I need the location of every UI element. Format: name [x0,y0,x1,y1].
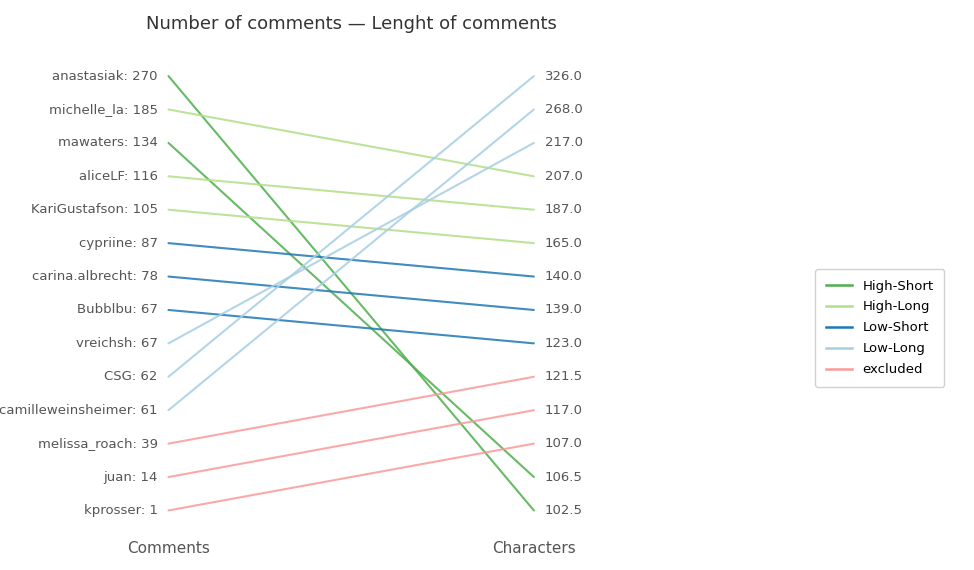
Text: 326.0: 326.0 [544,70,582,83]
Text: Characters: Characters [492,541,576,556]
Text: 165.0: 165.0 [544,237,582,250]
Text: 117.0: 117.0 [544,404,582,417]
Text: 139.0: 139.0 [544,303,582,316]
Text: juan: 14: juan: 14 [103,470,158,483]
Text: michelle_la: 185: michelle_la: 185 [49,103,158,116]
Text: Comments: Comments [127,541,210,556]
Text: aliceLF: 116: aliceLF: 116 [79,170,158,183]
Text: 102.5: 102.5 [544,504,582,517]
Text: cypriine: 87: cypriine: 87 [79,237,158,250]
Text: Bubblbu: 67: Bubblbu: 67 [77,303,158,316]
Text: CSG: 62: CSG: 62 [104,370,158,383]
Text: kprosser: 1: kprosser: 1 [84,504,158,517]
Text: melissa_roach: 39: melissa_roach: 39 [38,437,158,450]
Text: mawaters: 134: mawaters: 134 [57,136,158,149]
Legend: High-Short, High-Long, Low-Short, Low-Long, excluded: High-Short, High-Long, Low-Short, Low-Lo… [815,269,944,386]
Text: 217.0: 217.0 [544,136,582,149]
Text: camilleweinsheimer: 61: camilleweinsheimer: 61 [0,404,158,417]
Text: 207.0: 207.0 [544,170,582,183]
Text: carina.albrecht: 78: carina.albrecht: 78 [31,270,158,283]
Text: 187.0: 187.0 [544,203,582,216]
Text: 123.0: 123.0 [544,337,582,350]
Text: 140.0: 140.0 [544,270,582,283]
Title: Number of comments — Lenght of comments: Number of comments — Lenght of comments [146,15,556,33]
Text: KariGustafson: 105: KariGustafson: 105 [30,203,158,216]
Text: vreichsh: 67: vreichsh: 67 [76,337,158,350]
Text: 107.0: 107.0 [544,437,582,450]
Text: 106.5: 106.5 [544,470,582,483]
Text: 268.0: 268.0 [544,103,582,116]
Text: 121.5: 121.5 [544,370,583,383]
Text: anastasiak: 270: anastasiak: 270 [52,70,158,83]
